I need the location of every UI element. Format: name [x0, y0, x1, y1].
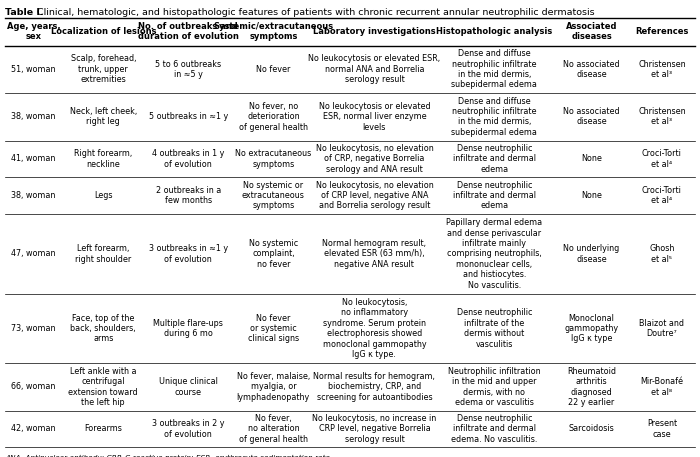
Text: 3 outbreaks in 2 y
of evolution: 3 outbreaks in 2 y of evolution — [152, 419, 225, 439]
Text: No systemic
complaint,
no fever: No systemic complaint, no fever — [248, 239, 298, 269]
Text: 38, woman: 38, woman — [11, 191, 56, 200]
Text: No underlying
disease: No underlying disease — [564, 244, 620, 264]
Text: Normal hemogram result,
elevated ESR (63 mm/h),
negative ANA result: Normal hemogram result, elevated ESR (63… — [323, 239, 426, 269]
Text: No leukocytosis, no elevation
of CRP, negative Borrelia
serology and ANA result: No leukocytosis, no elevation of CRP, ne… — [316, 144, 433, 174]
Text: Table I.: Table I. — [5, 8, 43, 17]
Text: Forearms: Forearms — [84, 425, 122, 433]
Text: Multiple flare-ups
during 6 mo: Multiple flare-ups during 6 mo — [153, 319, 223, 338]
Text: Blaizot and
Doutre⁷: Blaizot and Doutre⁷ — [639, 319, 685, 338]
Text: Face, top of the
back, shoulders,
arms: Face, top of the back, shoulders, arms — [71, 314, 136, 343]
Text: 42, woman: 42, woman — [11, 425, 56, 433]
Text: Papillary dermal edema
and dense perivascular
infiltrate mainly
comprising neutr: Papillary dermal edema and dense perivas… — [446, 218, 542, 290]
Text: 66, woman: 66, woman — [11, 383, 56, 391]
Text: Unique clinical
course: Unique clinical course — [159, 377, 218, 397]
Text: Right forearm,
neckline: Right forearm, neckline — [74, 149, 132, 169]
Text: 41, woman: 41, woman — [11, 154, 56, 163]
Text: Neutrophilic infiltration
in the mid and upper
dermis, with no
edema or vasculit: Neutrophilic infiltration in the mid and… — [448, 367, 540, 407]
Text: 51, woman: 51, woman — [11, 65, 56, 74]
Text: No leukocytosis, no increase in
CRP level, negative Borrelia
serology result: No leukocytosis, no increase in CRP leve… — [312, 414, 437, 444]
Text: Dense neutrophilic
infiltrate and dermal
edema. No vasculitis.: Dense neutrophilic infiltrate and dermal… — [451, 414, 538, 444]
Text: No associated
disease: No associated disease — [564, 59, 620, 79]
Text: No leukocytosis, no elevation
of CRP level, negative ANA
and Borrelia serology r: No leukocytosis, no elevation of CRP lev… — [316, 181, 433, 210]
Text: Left forearm,
right shoulder: Left forearm, right shoulder — [75, 244, 132, 264]
Text: Normal results for hemogram,
biochemistry, CRP, and
screening for autoantibodies: Normal results for hemogram, biochemistr… — [314, 372, 435, 402]
Text: 47, woman: 47, woman — [11, 250, 56, 258]
Text: Associated
diseases: Associated diseases — [566, 22, 617, 42]
Text: Sarcoidosis: Sarcoidosis — [568, 425, 615, 433]
Text: No. of outbreaks and
duration of evolution: No. of outbreaks and duration of evoluti… — [138, 22, 239, 42]
Text: Dense and diffuse
neutrophilic infiltrate
in the mid dermis,
subepidermal edema: Dense and diffuse neutrophilic infiltrat… — [452, 49, 537, 90]
Text: No fever: No fever — [256, 65, 290, 74]
Text: Clinical, hematologic, and histopathologic features of patients with chronic rec: Clinical, hematologic, and histopatholog… — [34, 8, 594, 17]
Text: Croci-Torti
et al⁴: Croci-Torti et al⁴ — [642, 149, 682, 169]
Text: Localization of lesions: Localization of lesions — [50, 27, 156, 36]
Text: No fever, no
deterioration
of general health: No fever, no deterioration of general he… — [239, 102, 308, 132]
Text: Christensen
et al³: Christensen et al³ — [638, 107, 686, 127]
Text: Mir-Bonafé
et al⁸: Mir-Bonafé et al⁸ — [640, 377, 683, 397]
Text: Monoclonal
gammopathy
IgG κ type: Monoclonal gammopathy IgG κ type — [564, 314, 619, 343]
Text: No extracutaneous
symptoms: No extracutaneous symptoms — [235, 149, 312, 169]
Text: 38, woman: 38, woman — [11, 112, 56, 121]
Text: References: References — [635, 27, 689, 36]
Text: Croci-Torti
et al⁴: Croci-Torti et al⁴ — [642, 186, 682, 205]
Text: 5 outbreaks in ≈1 y: 5 outbreaks in ≈1 y — [148, 112, 228, 121]
Text: No leukocytosis or elevated ESR,
normal ANA and Borrelia
serology result: No leukocytosis or elevated ESR, normal … — [308, 54, 440, 84]
Text: No associated
disease: No associated disease — [564, 107, 620, 127]
Text: No leukocytosis,
no inflammatory
syndrome. Serum protein
electrophoresis showed
: No leukocytosis, no inflammatory syndrom… — [323, 298, 426, 359]
Text: Rheumatoid
arthritis
diagnosed
22 y earlier: Rheumatoid arthritis diagnosed 22 y earl… — [567, 367, 616, 407]
Text: 5 to 6 outbreaks
in ≈5 y: 5 to 6 outbreaks in ≈5 y — [155, 59, 221, 79]
Text: None: None — [581, 191, 602, 200]
Text: Legs: Legs — [94, 191, 113, 200]
Text: 2 outbreaks in a
few months: 2 outbreaks in a few months — [155, 186, 221, 205]
Text: Ghosh
et al⁵: Ghosh et al⁵ — [649, 244, 675, 264]
Text: Dense neutrophilic
infiltrate and dermal
edema: Dense neutrophilic infiltrate and dermal… — [453, 144, 536, 174]
Text: 73, woman: 73, woman — [11, 324, 56, 333]
Text: Dense neutrophilic
infiltrate of the
dermis without
vasculitis: Dense neutrophilic infiltrate of the der… — [456, 308, 532, 349]
Text: Left ankle with a
centrifugal
extension toward
the left hip: Left ankle with a centrifugal extension … — [69, 367, 138, 407]
Text: 4 outbreaks in 1 y
of evolution: 4 outbreaks in 1 y of evolution — [152, 149, 225, 169]
Text: No leukocytosis or elevated
ESR, normal liver enzyme
levels: No leukocytosis or elevated ESR, normal … — [318, 102, 430, 132]
Text: Systemic/extracutaneous
symptoms: Systemic/extracutaneous symptoms — [214, 22, 333, 42]
Text: Christensen
et al³: Christensen et al³ — [638, 59, 686, 79]
Text: None: None — [581, 154, 602, 163]
Text: Present
case: Present case — [647, 419, 677, 439]
Text: Scalp, forehead,
trunk, upper
extremities: Scalp, forehead, trunk, upper extremitie… — [71, 54, 136, 84]
Text: 3 outbreaks in ≈1 y
of evolution: 3 outbreaks in ≈1 y of evolution — [148, 244, 228, 264]
Text: No fever,
no alteration
of general health: No fever, no alteration of general healt… — [239, 414, 308, 444]
Text: Laboratory investigations: Laboratory investigations — [313, 27, 435, 36]
Text: Age, years,
sex: Age, years, sex — [7, 22, 60, 42]
Text: Dense neutrophilic
infiltrate and dermal
edema: Dense neutrophilic infiltrate and dermal… — [453, 181, 536, 210]
Text: ANA, Antinuclear antibody; CRP, C-reactive protein; ESR, erythrocyte sedimentati: ANA, Antinuclear antibody; CRP, C-reacti… — [5, 455, 332, 457]
Text: No fever, malaise,
myalgia, or
lymphadenopathy: No fever, malaise, myalgia, or lymphaden… — [237, 372, 310, 402]
Text: No fever
or systemic
clinical signs: No fever or systemic clinical signs — [248, 314, 299, 343]
Text: Histopathologic analysis: Histopathologic analysis — [436, 27, 552, 36]
Text: No systemic or
extracutaneous
symptoms: No systemic or extracutaneous symptoms — [242, 181, 304, 210]
Text: Dense and diffuse
neutrophilic infiltrate
in the mid dermis,
subepidermal edema: Dense and diffuse neutrophilic infiltrat… — [452, 96, 537, 137]
Text: Neck, left cheek,
right leg: Neck, left cheek, right leg — [69, 107, 137, 127]
